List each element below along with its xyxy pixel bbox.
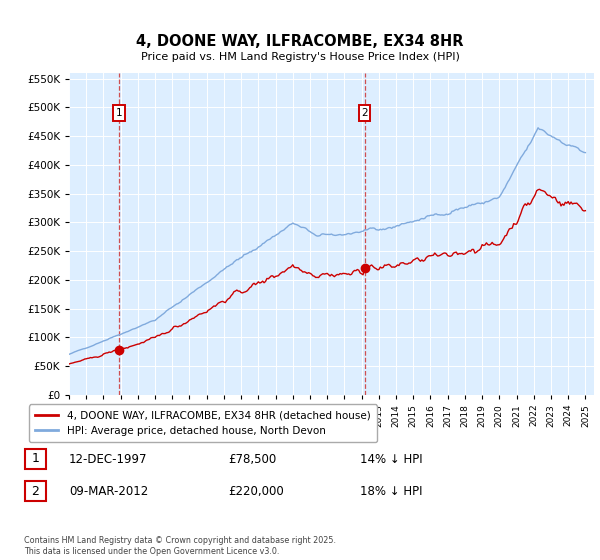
Text: Price paid vs. HM Land Registry's House Price Index (HPI): Price paid vs. HM Land Registry's House … bbox=[140, 52, 460, 62]
Text: 09-MAR-2012: 09-MAR-2012 bbox=[69, 485, 148, 498]
Bar bbox=[25, 481, 46, 502]
Text: Contains HM Land Registry data © Crown copyright and database right 2025.
This d: Contains HM Land Registry data © Crown c… bbox=[24, 536, 336, 556]
Text: 12-DEC-1997: 12-DEC-1997 bbox=[69, 452, 148, 466]
Text: 14% ↓ HPI: 14% ↓ HPI bbox=[360, 452, 422, 466]
Text: 2: 2 bbox=[361, 108, 368, 118]
Legend: 4, DOONE WAY, ILFRACOMBE, EX34 8HR (detached house), HPI: Average price, detache: 4, DOONE WAY, ILFRACOMBE, EX34 8HR (deta… bbox=[29, 404, 377, 442]
Text: 2: 2 bbox=[31, 485, 40, 498]
Text: 1: 1 bbox=[31, 452, 40, 465]
Text: 18% ↓ HPI: 18% ↓ HPI bbox=[360, 485, 422, 498]
Text: £78,500: £78,500 bbox=[228, 452, 276, 466]
Text: 1: 1 bbox=[116, 108, 122, 118]
Bar bbox=[25, 449, 46, 469]
Text: £220,000: £220,000 bbox=[228, 485, 284, 498]
Text: 4, DOONE WAY, ILFRACOMBE, EX34 8HR: 4, DOONE WAY, ILFRACOMBE, EX34 8HR bbox=[136, 35, 464, 49]
